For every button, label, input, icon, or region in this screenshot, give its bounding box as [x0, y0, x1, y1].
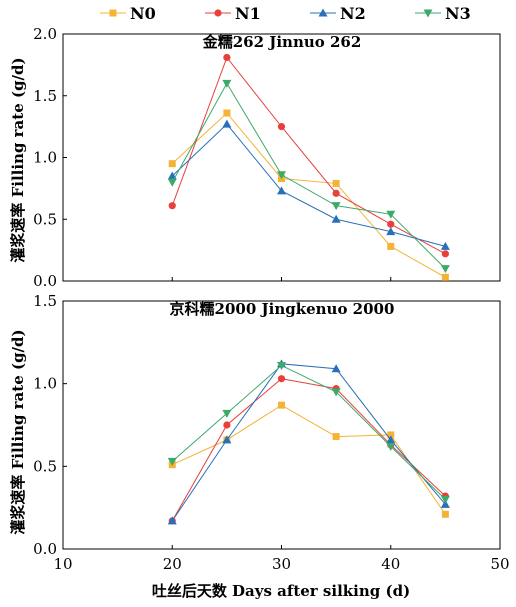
data-point-n0 [332, 433, 340, 441]
data-point-n3 [222, 79, 232, 88]
series-line-n0 [172, 404, 446, 515]
y-tick-label: 1.0 [33, 149, 57, 167]
panel-jinnuo-262: 金糯262 Jinnuo 262 0.0 0.5 1.0 1.5 2.0 [33, 25, 501, 290]
x-axis-title: 吐丝后天数 Days after silking (d) [152, 582, 410, 600]
data-point-n3 [167, 457, 177, 466]
data-point-n0 [387, 431, 395, 439]
data-point-n1 [387, 220, 395, 228]
data-point-n0 [387, 242, 395, 250]
data-point-n0 [223, 109, 231, 117]
data-point-n0 [441, 273, 449, 281]
data-point-n1 [277, 375, 286, 383]
data-point-n1 [168, 202, 176, 210]
legend-marker-n1 [214, 9, 222, 17]
series-line-n2 [171, 123, 446, 247]
y-tick-label: 1.5 [33, 87, 57, 105]
data-point-n3 [222, 409, 232, 418]
y-axis-title-top: 灌浆速率 Filling rate (g/d) [9, 57, 27, 262]
y-tick-label: 0.0 [33, 272, 57, 290]
legend-marker-n2 [318, 8, 328, 17]
y-tick-label: 0.0 [33, 540, 57, 558]
data-point-n2 [331, 214, 341, 223]
y-tick-label: 0.5 [33, 210, 57, 228]
legend-label-n3: N3 [445, 4, 471, 23]
legend-label-n0: N0 [130, 4, 156, 23]
plot-frame [62, 300, 501, 550]
series-line-n3 [171, 82, 446, 270]
data-point-n2 [277, 186, 286, 195]
series-line-n3 [171, 364, 446, 500]
data-point-n2 [386, 227, 396, 236]
x-tick-label: 10 [53, 555, 72, 573]
data-point-n3 [440, 265, 450, 274]
data-point-n2 [222, 119, 232, 128]
data-point-n0 [441, 510, 449, 518]
data-point-n3 [386, 210, 396, 219]
x-tick-label: 20 [163, 555, 182, 573]
y-tick-label: 0.5 [33, 457, 57, 475]
data-point-n2 [222, 435, 232, 444]
data-point-n3 [277, 361, 286, 370]
legend-marker-n3 [423, 9, 433, 18]
data-point-n3 [331, 388, 341, 397]
data-point-n3 [331, 202, 341, 211]
legend-label-n2: N2 [340, 4, 366, 23]
x-tick-label: 40 [381, 555, 400, 573]
y-axis-title-bottom: 灌浆速率 Filling rate (g/d) [9, 329, 27, 534]
y-tick-label: 1.0 [33, 375, 57, 393]
series-line-n1 [171, 378, 446, 522]
data-point-n0 [278, 401, 285, 409]
panel-title-jingkenuo: 京科糯2000 Jingkenuo 2000 [170, 300, 395, 318]
y-tick-label: 2.0 [33, 25, 57, 43]
data-point-n3 [440, 495, 450, 504]
data-point-n1 [332, 189, 340, 197]
data-point-n3 [277, 171, 286, 180]
x-tick-label: 50 [490, 555, 509, 573]
legend-marker-n0 [109, 9, 117, 17]
data-point-n1 [223, 53, 231, 62]
data-point-n3 [167, 178, 177, 187]
data-point-n1 [441, 250, 449, 258]
data-point-n3 [386, 442, 396, 451]
data-point-n2 [440, 241, 450, 250]
series-line-n1 [171, 56, 446, 255]
panel-title-jinnuo: 金糯262 Jinnuo 262 [202, 33, 362, 51]
legend: N0 N1 N2 N3 [100, 4, 471, 23]
data-point-n2 [167, 516, 177, 525]
data-point-n1 [223, 421, 231, 429]
data-point-n0 [332, 179, 340, 187]
legend-label-n1: N1 [235, 4, 261, 23]
data-point-n1 [277, 123, 286, 131]
data-point-n2 [331, 364, 341, 373]
series-line-n0 [171, 112, 446, 278]
data-point-n2 [386, 435, 396, 444]
y-tick-label: 1.5 [33, 292, 57, 310]
x-tick-label: 30 [272, 555, 291, 573]
panel-jingkenuo-2000: 京科糯2000 Jingkenuo 2000 0.0 0.5 1.0 1.5 10 20 3… [33, 292, 509, 573]
series-line-n2 [171, 363, 446, 522]
data-point-n0 [168, 160, 176, 168]
